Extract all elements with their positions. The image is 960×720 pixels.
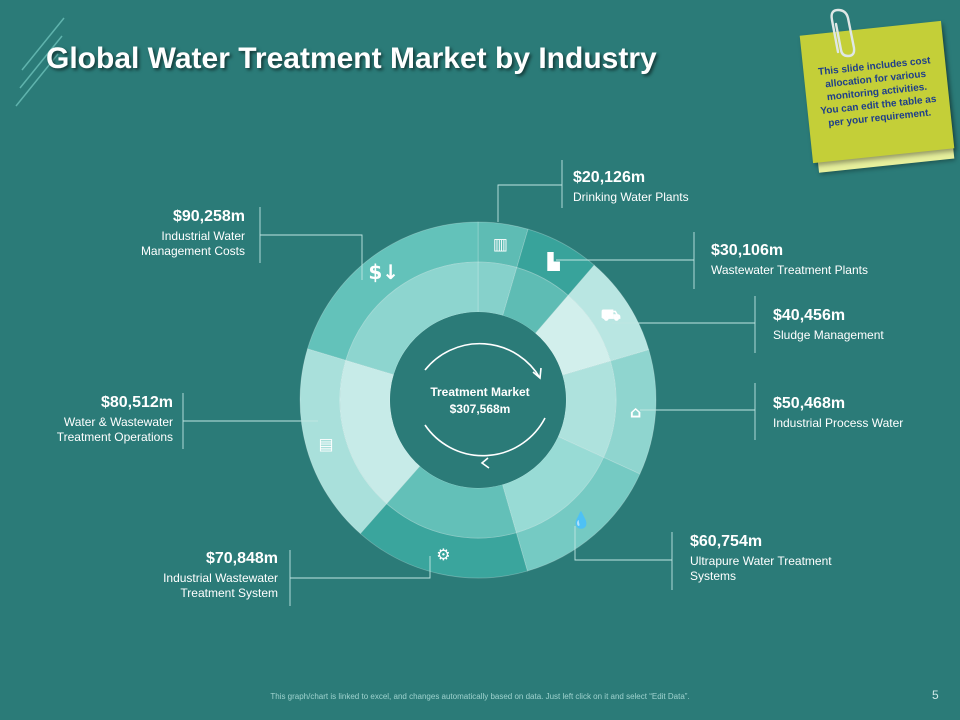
slice-value: $30,106m bbox=[711, 242, 784, 259]
slice-value: $70,848m bbox=[205, 550, 278, 567]
slice-name: Industrial Process Water bbox=[773, 416, 904, 430]
slice-value: $40,456m bbox=[773, 307, 846, 324]
label-wastewater-treatment-plants: $30,106m Wastewater Treatment Plants bbox=[711, 241, 868, 278]
sticky-note: This slide includes cost allocation for … bbox=[796, 8, 960, 178]
center-title: Treatment Market bbox=[430, 385, 530, 399]
label-water-wastewater-operations: $80,512m Water & Wastewater Treatment Op… bbox=[0, 393, 173, 445]
pipe-icon: ⚙ bbox=[436, 545, 450, 564]
leader-line bbox=[497, 184, 562, 222]
label-industrial-wastewater: $70,848m Industrial Wastewater Treatment… bbox=[108, 549, 278, 601]
slice-name: Sludge Management bbox=[773, 328, 884, 342]
center-total: $307,568m bbox=[449, 401, 511, 416]
leader-lines bbox=[182, 160, 756, 606]
label-drinking-water-plants: $20,126m Drinking Water Plants bbox=[573, 168, 689, 205]
building-icon: ▥ bbox=[493, 235, 508, 254]
leader-line bbox=[290, 556, 431, 579]
slice-value: $80,512m bbox=[100, 394, 173, 411]
slice-name: Drinking Water Plants bbox=[573, 190, 689, 204]
paperclip-icon bbox=[830, 8, 856, 58]
slice-name-line1: Industrial Water bbox=[161, 229, 245, 243]
slice-name-line2: Management Costs bbox=[140, 244, 245, 258]
chart-center-label: Treatment Market $307,568m bbox=[400, 384, 560, 418]
factory-icon: ▙ bbox=[546, 252, 560, 271]
slice-value: $50,468m bbox=[773, 395, 846, 412]
corner-decoration bbox=[15, 17, 65, 107]
footer-note: This graph/chart is linked to excel, and… bbox=[270, 692, 690, 701]
slice-icons: ▥ ▙ ⛟ ⌂ 💧 ⚙ ▤ $↓ bbox=[319, 235, 642, 565]
label-sludge-management: $40,456m Sludge Management bbox=[773, 306, 884, 343]
label-industrial-process-water: $50,468m Industrial Process Water bbox=[773, 394, 903, 431]
chart-slices bbox=[299, 221, 657, 579]
slice-value: $20,126m bbox=[573, 169, 646, 186]
page-number: 5 bbox=[932, 688, 939, 702]
page-title: Global Water Treatment Market by Industr… bbox=[46, 42, 657, 75]
truck-icon: ⛟ bbox=[601, 305, 621, 324]
slice-name: Wastewater Treatment Plants bbox=[711, 263, 868, 277]
slice-value: $90,258m bbox=[172, 208, 245, 225]
leader-line bbox=[260, 234, 363, 280]
leader-line bbox=[574, 526, 672, 561]
cycle-arrows-icon bbox=[424, 342, 546, 469]
tower-icon: ▤ bbox=[319, 434, 334, 453]
slice-value: $60,754m bbox=[690, 533, 763, 550]
label-ultrapure-water: $60,754m Ultrapure Water Treatment Syste… bbox=[690, 532, 832, 584]
droplet-icon: 💧 bbox=[571, 511, 591, 530]
label-industrial-water-management: $90,258m Industrial Water Management Cos… bbox=[76, 207, 245, 259]
dollar-down-icon: $↓ bbox=[368, 260, 399, 284]
slice-name-line1: Ultrapure Water Treatment bbox=[690, 554, 832, 568]
plant-icon: ⌂ bbox=[630, 402, 641, 421]
slice-name-line1: Water & Wastewater bbox=[63, 415, 173, 429]
slice-name-line2: Treatment System bbox=[180, 586, 278, 600]
slice-name-line1: Industrial Wastewater bbox=[163, 571, 278, 585]
slice-name-line2: Treatment Operations bbox=[56, 430, 173, 444]
slice-name-line2: Systems bbox=[690, 569, 737, 583]
